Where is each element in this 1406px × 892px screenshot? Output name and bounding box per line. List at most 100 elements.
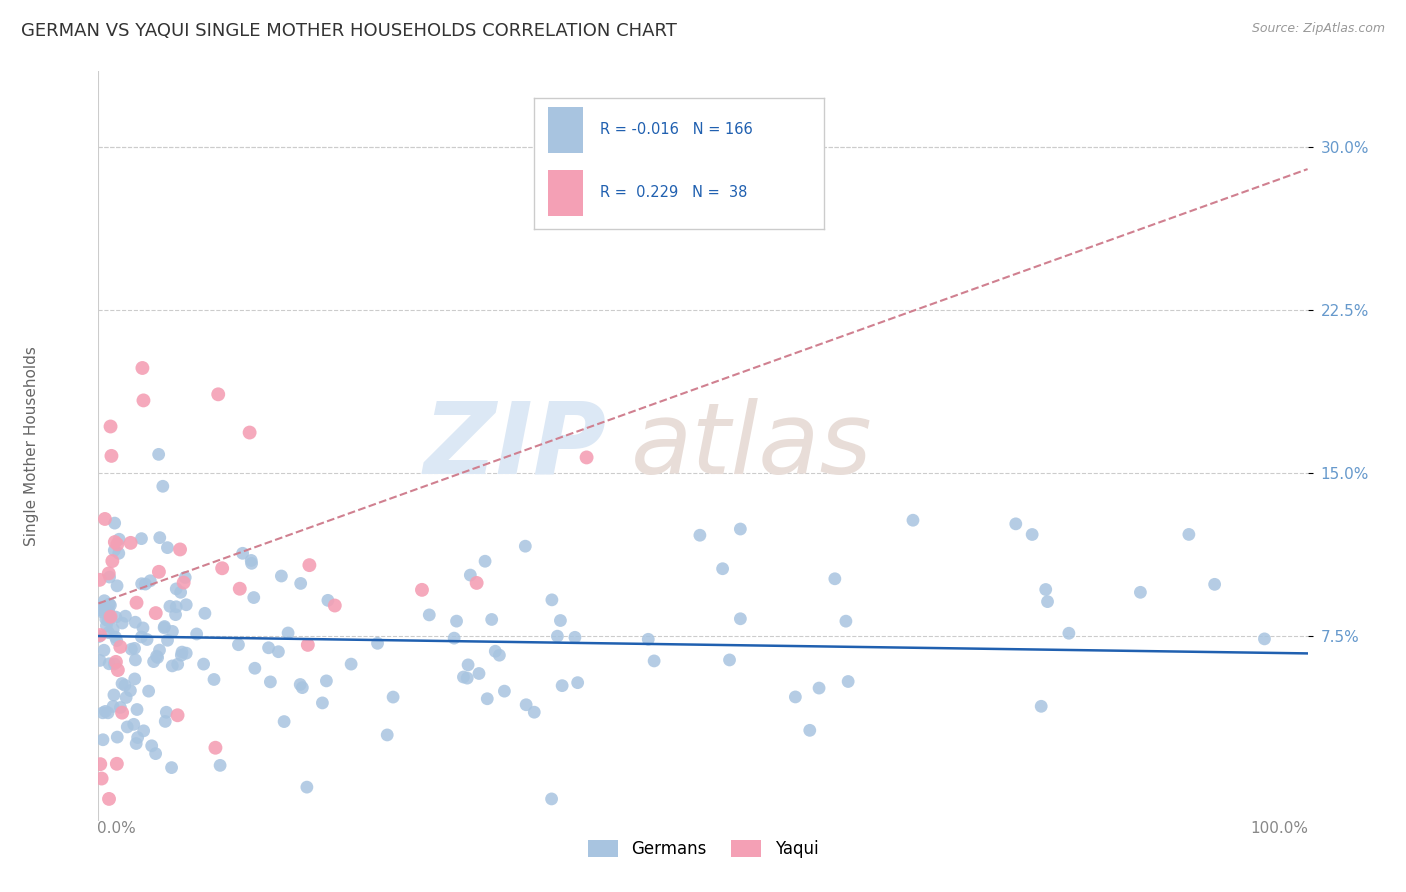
Point: [93, 593, 115, 607]
Point: [125, 596, 148, 610]
Point: [111, 615, 134, 630]
Point: [142, 655, 165, 669]
Point: [824, 572, 846, 586]
Point: [211, 561, 233, 575]
Point: [124, 615, 146, 630]
Point: [546, 629, 568, 643]
Point: [204, 740, 226, 755]
Point: [382, 690, 405, 704]
Point: [96, 619, 118, 633]
Point: [194, 607, 217, 621]
Point: [139, 574, 162, 588]
Text: Single Mother Households: Single Mother Households: [24, 346, 39, 546]
Point: [418, 607, 440, 622]
Point: [97, 604, 120, 618]
Point: [229, 582, 252, 596]
Point: [104, 655, 127, 669]
Point: [97, 614, 120, 628]
Point: [114, 678, 136, 692]
Point: [104, 516, 127, 530]
Point: [166, 708, 188, 723]
Point: [120, 683, 142, 698]
Point: [1035, 582, 1057, 597]
Point: [105, 730, 128, 744]
Point: [290, 576, 312, 591]
Point: [375, 728, 398, 742]
Point: [170, 645, 193, 659]
Point: [174, 646, 197, 660]
Point: [100, 599, 122, 613]
Point: [103, 657, 125, 671]
Point: [730, 522, 752, 536]
Point: [100, 609, 122, 624]
Point: [98, 597, 121, 611]
Point: [169, 585, 191, 599]
Point: [125, 702, 148, 716]
Point: [131, 630, 153, 644]
Point: [162, 624, 184, 639]
Point: [152, 479, 174, 493]
Point: [209, 758, 232, 772]
Point: [98, 792, 121, 806]
Point: [711, 562, 734, 576]
Point: [494, 684, 516, 698]
Point: [186, 627, 208, 641]
Point: [89, 573, 111, 587]
Point: [136, 632, 159, 647]
Point: [270, 569, 292, 583]
Point: [1057, 626, 1080, 640]
Point: [540, 792, 562, 806]
Point: [91, 605, 114, 619]
Point: [87, 630, 110, 644]
Point: [111, 676, 134, 690]
Point: [240, 553, 263, 567]
Point: [134, 577, 156, 591]
Point: [97, 625, 120, 640]
Point: [100, 449, 122, 463]
Point: [89, 653, 111, 667]
Point: [148, 565, 170, 579]
Point: [162, 659, 184, 673]
Point: [465, 575, 488, 590]
Point: [104, 535, 127, 549]
Point: [117, 720, 139, 734]
Point: [97, 706, 120, 720]
Point: [101, 554, 124, 568]
Point: [1036, 594, 1059, 608]
Point: [131, 361, 153, 376]
Point: [159, 599, 181, 614]
Point: [89, 600, 111, 615]
Point: [290, 677, 312, 691]
Point: [160, 761, 183, 775]
Point: [110, 640, 132, 654]
Point: [835, 614, 858, 628]
Point: [239, 425, 262, 440]
Point: [132, 723, 155, 738]
Point: [101, 699, 124, 714]
Point: [145, 649, 167, 664]
Point: [550, 614, 572, 628]
Point: [100, 610, 122, 624]
Point: [98, 610, 121, 624]
Point: [297, 638, 319, 652]
Point: [155, 706, 177, 720]
Point: [165, 582, 187, 596]
Point: [155, 714, 177, 729]
Point: [153, 621, 176, 635]
Point: [488, 648, 510, 663]
Point: [1021, 527, 1043, 541]
Point: [131, 576, 153, 591]
Point: [1178, 527, 1201, 541]
Point: [515, 698, 537, 712]
Text: 0.0%: 0.0%: [97, 821, 136, 836]
Point: [311, 696, 333, 710]
Point: [367, 636, 389, 650]
Point: [1129, 585, 1152, 599]
Point: [105, 537, 128, 551]
Point: [94, 512, 117, 526]
Point: [515, 539, 537, 553]
Point: [100, 419, 122, 434]
Point: [267, 645, 290, 659]
Point: [1253, 632, 1275, 646]
Text: Source: ZipAtlas.com: Source: ZipAtlas.com: [1251, 22, 1385, 36]
